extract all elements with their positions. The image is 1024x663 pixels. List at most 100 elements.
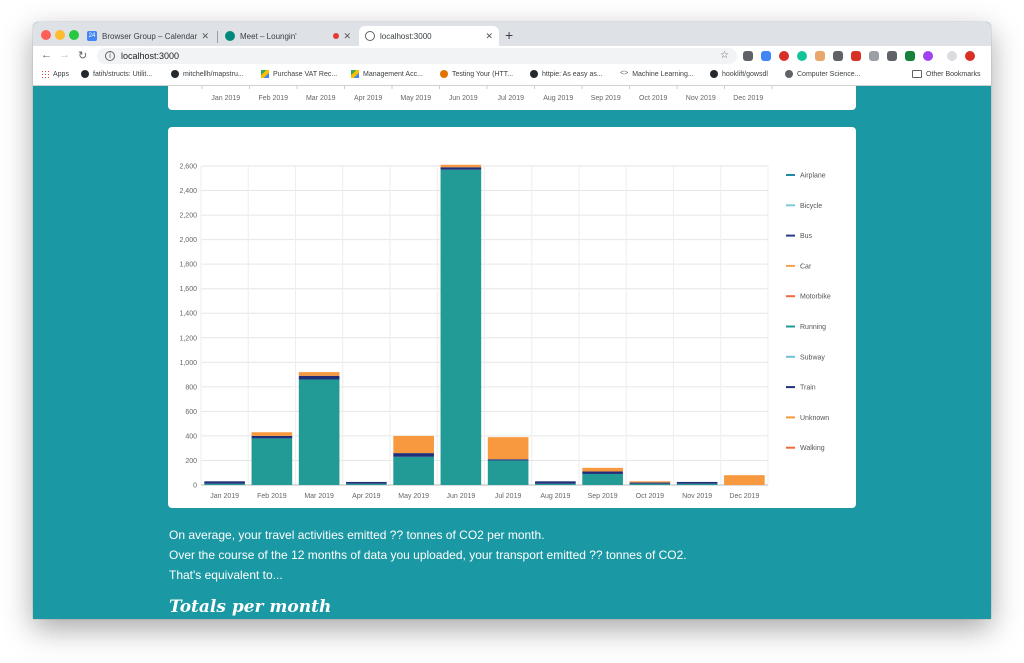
update-icon[interactable] bbox=[965, 51, 975, 61]
bookmark-item[interactable]: httpie: As easy as... bbox=[530, 70, 603, 78]
bar-segment-unknown[interactable] bbox=[298, 372, 340, 376]
grammarly-extension-icon[interactable] bbox=[797, 51, 807, 61]
tab-meet[interactable]: Meet – Loungin' ✕ bbox=[219, 26, 357, 46]
bar-segment-running[interactable] bbox=[535, 483, 576, 485]
close-window-button[interactable] bbox=[41, 30, 51, 40]
legend-label[interactable]: Bus bbox=[800, 233, 813, 240]
back-arrow-icon[interactable]: ← bbox=[41, 49, 52, 61]
close-icon[interactable]: ✕ bbox=[201, 30, 209, 41]
extension-icon[interactable] bbox=[833, 51, 843, 61]
extension-icon[interactable] bbox=[815, 51, 825, 61]
bar-segment-running[interactable] bbox=[298, 379, 340, 485]
tab-strip: 24 Browser Group – Calendar – W ✕ Meet –… bbox=[33, 22, 991, 46]
x-tick-label: Apr 2019 bbox=[354, 95, 383, 102]
close-icon[interactable]: ✕ bbox=[343, 30, 351, 41]
bar-segment-running[interactable] bbox=[251, 438, 293, 485]
legend-label[interactable]: Unknown bbox=[800, 415, 829, 422]
bookmark-item[interactable]: Management Acc... bbox=[351, 70, 423, 78]
x-tick-label: Oct 2019 bbox=[636, 493, 665, 500]
bar-segment-running[interactable] bbox=[346, 483, 387, 485]
bar-segment-unknown[interactable] bbox=[487, 437, 529, 460]
bar-segment-unknown[interactable] bbox=[440, 164, 482, 168]
bar-segment-train[interactable] bbox=[676, 481, 718, 484]
close-icon[interactable]: ✕ bbox=[485, 30, 493, 41]
extension-icon[interactable] bbox=[905, 51, 915, 61]
bar-segment-unknown[interactable] bbox=[393, 435, 434, 454]
bar-segment-train[interactable] bbox=[393, 453, 434, 457]
camera-extension-icon[interactable] bbox=[743, 51, 753, 61]
bar-segment-train[interactable] bbox=[487, 459, 529, 461]
extension-icon[interactable] bbox=[851, 51, 861, 61]
bar-segment-unknown[interactable] bbox=[251, 432, 293, 436]
y-tick-label: 400 bbox=[185, 433, 197, 440]
bookmark-item[interactable]: Purchase VAT Rec... bbox=[261, 70, 337, 78]
bar-segment-running[interactable] bbox=[487, 460, 529, 485]
extension-icon[interactable] bbox=[869, 51, 879, 61]
bar-segment-train[interactable] bbox=[440, 167, 482, 170]
x-tick-label: Sep 2019 bbox=[588, 493, 618, 500]
legend-label[interactable]: Motorbike bbox=[800, 294, 831, 301]
bookmark-item[interactable]: Testing Your (HTT... bbox=[440, 70, 513, 78]
bar-segment-train[interactable] bbox=[204, 481, 245, 484]
star-icon[interactable]: ☆ bbox=[720, 50, 729, 61]
x-tick-label: Jun 2019 bbox=[446, 493, 475, 500]
tab-localhost[interactable]: localhost:3000 ✕ bbox=[359, 26, 499, 46]
x-tick-label: Jun 2019 bbox=[449, 95, 478, 102]
meet-icon bbox=[225, 31, 235, 41]
bar-segment-running[interactable] bbox=[676, 483, 718, 485]
bookmark-item[interactable]: mitchellh/mapstru... bbox=[171, 70, 244, 78]
x-tick-label: Feb 2019 bbox=[258, 95, 288, 102]
legend-label[interactable]: Car bbox=[800, 263, 812, 270]
tab-calendar[interactable]: 24 Browser Group – Calendar – W ✕ bbox=[81, 26, 215, 46]
y-tick-label: 800 bbox=[185, 384, 197, 391]
other-bookmarks[interactable]: Other Bookmarks bbox=[912, 70, 980, 78]
extension-icon[interactable] bbox=[887, 51, 897, 61]
bar-segment-train[interactable] bbox=[346, 481, 387, 484]
extension-icon[interactable] bbox=[923, 51, 933, 61]
legend-label[interactable]: Train bbox=[800, 385, 816, 392]
profile-avatar-icon[interactable] bbox=[947, 51, 957, 61]
bookmark-item[interactable]: <> Machine Learning... bbox=[620, 70, 694, 78]
legend-label[interactable]: Bicycle bbox=[800, 203, 822, 210]
x-tick-label: Nov 2019 bbox=[682, 493, 712, 500]
bar-segment-train[interactable] bbox=[582, 471, 623, 474]
bar-segment-unknown[interactable] bbox=[629, 481, 671, 483]
bar-segment-train[interactable] bbox=[629, 482, 671, 484]
reload-icon[interactable]: ↻ bbox=[78, 50, 88, 62]
legend-label[interactable]: Airplane bbox=[800, 173, 826, 180]
y-tick-label: 1,800 bbox=[179, 262, 197, 269]
maximize-window-button[interactable] bbox=[69, 30, 79, 40]
address-bar[interactable]: i localhost:3000 ☆ bbox=[97, 48, 737, 64]
bar-segment-train[interactable] bbox=[535, 481, 576, 484]
bar-segment-running[interactable] bbox=[629, 483, 671, 485]
bar-segment-unknown[interactable] bbox=[582, 467, 623, 472]
legend-label[interactable]: Walking bbox=[800, 445, 825, 452]
tab-title: Meet – Loungin' bbox=[240, 31, 297, 41]
info-icon[interactable]: i bbox=[105, 51, 115, 61]
forward-arrow-icon[interactable]: → bbox=[59, 49, 70, 61]
bar-segment-train[interactable] bbox=[298, 375, 340, 380]
bookmark-apps[interactable]: Apps bbox=[41, 70, 69, 78]
y-tick-label: 1,000 bbox=[179, 360, 197, 367]
x-tick-label: Feb 2019 bbox=[257, 493, 287, 500]
summary-total: Over the course of the 12 months of data… bbox=[169, 548, 687, 562]
bar-segment-running[interactable] bbox=[393, 456, 434, 485]
bar-segment-running[interactable] bbox=[582, 473, 623, 485]
extension-icon[interactable] bbox=[761, 51, 771, 61]
bar-segment-unknown[interactable] bbox=[724, 475, 765, 485]
adblock-extension-icon[interactable] bbox=[779, 51, 789, 61]
y-tick-label: 2,600 bbox=[179, 164, 197, 171]
minimize-window-button[interactable] bbox=[55, 30, 65, 40]
bookmark-item[interactable]: Computer Science... bbox=[785, 70, 860, 78]
bookmark-item[interactable]: fatih/structs: Utilit... bbox=[81, 70, 152, 78]
x-tick-label: Mar 2019 bbox=[304, 493, 334, 500]
bar-segment-train[interactable] bbox=[251, 435, 293, 439]
bookmark-item[interactable]: hooklift/gowsdl bbox=[710, 70, 768, 78]
x-tick-label: Dec 2019 bbox=[729, 493, 759, 500]
new-tab-button[interactable]: + bbox=[505, 27, 514, 43]
bar-segment-running[interactable] bbox=[440, 169, 482, 485]
legend-label[interactable]: Running bbox=[800, 324, 826, 331]
bar-segment-running[interactable] bbox=[204, 483, 245, 485]
bookmark-label: Machine Learning... bbox=[632, 70, 694, 78]
legend-label[interactable]: Subway bbox=[800, 354, 825, 361]
